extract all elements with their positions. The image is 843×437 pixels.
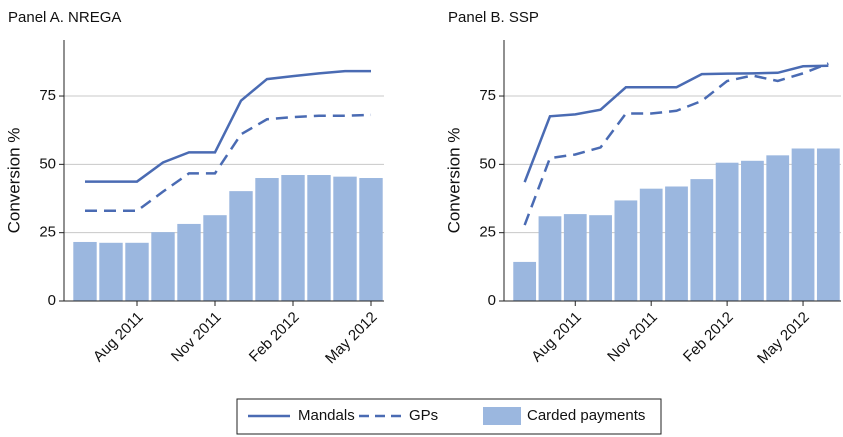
- legend-swatch: [483, 407, 521, 425]
- line: [523, 64, 829, 183]
- y-tick-label: 75: [479, 87, 496, 104]
- bar: [255, 178, 279, 301]
- x-tick-label: Aug 2011: [528, 309, 585, 366]
- bar: [307, 175, 331, 301]
- bar: [203, 215, 227, 301]
- y-tick-label: 25: [479, 224, 496, 241]
- x-tick-label: Feb 2012: [246, 309, 303, 366]
- bar: [229, 191, 253, 301]
- bar: [73, 241, 97, 301]
- bar: [791, 148, 815, 301]
- legend-label: Carded payments: [527, 407, 645, 424]
- bar: [614, 200, 638, 301]
- bar: [513, 261, 537, 301]
- bar: [359, 178, 383, 301]
- bar: [538, 216, 562, 301]
- line: [85, 69, 371, 183]
- legend-box: [236, 398, 662, 435]
- bar: [99, 242, 123, 301]
- legend-label: GPs: [409, 407, 438, 424]
- bar: [125, 242, 149, 301]
- bar: [766, 155, 790, 301]
- bar: [177, 223, 201, 301]
- bar: [639, 188, 663, 301]
- bar: [151, 232, 175, 301]
- x-tick-label: Nov 2011: [168, 309, 225, 366]
- bar: [690, 179, 714, 301]
- bar: [281, 175, 305, 301]
- bar: [665, 186, 688, 301]
- x-tick-label: Aug 2011: [90, 309, 147, 366]
- x-tick-label: May 2012: [754, 309, 813, 368]
- y-tick-label: 50: [479, 155, 496, 172]
- line: [523, 62, 829, 226]
- y-tick-label: 0: [488, 292, 496, 309]
- bar: [589, 215, 612, 301]
- x-tick-label: May 2012: [322, 309, 381, 368]
- bar: [563, 214, 587, 301]
- y-tick-label: 0: [48, 292, 56, 309]
- legend-label: Mandals: [298, 407, 355, 424]
- y-axis-label: Conversion %: [4, 128, 23, 234]
- y-tick-label: 75: [39, 87, 56, 104]
- y-axis-label: Conversion %: [444, 128, 463, 234]
- bar: [741, 160, 764, 301]
- line: [85, 113, 372, 213]
- x-tick-label: Feb 2012: [680, 309, 737, 366]
- x-tick-label: Nov 2011: [604, 309, 661, 366]
- y-tick-label: 25: [39, 224, 56, 241]
- bar: [333, 176, 357, 301]
- panel-title: Panel B. SSP: [448, 9, 539, 26]
- bar: [715, 162, 739, 301]
- panel-title: Panel A. NREGA: [8, 9, 121, 26]
- y-tick-label: 50: [39, 155, 56, 172]
- bar: [816, 148, 840, 301]
